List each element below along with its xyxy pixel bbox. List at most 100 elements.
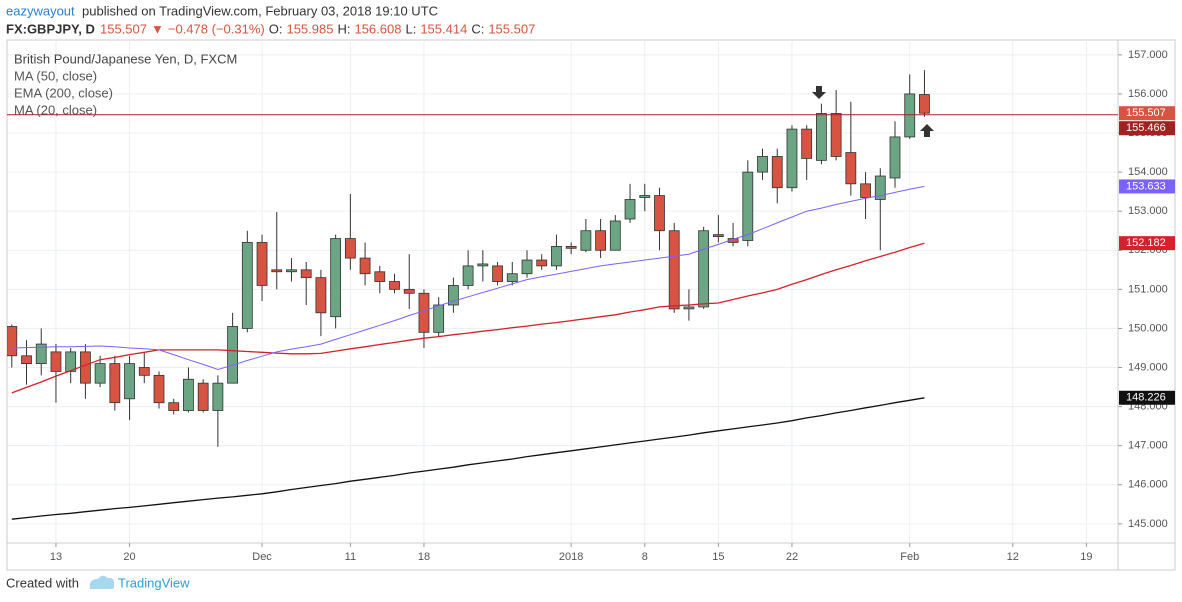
quote-text: L: (405, 21, 416, 36)
candle-body (639, 195, 651, 198)
price-label-bg (1119, 390, 1175, 405)
quote-text: 155.507 (488, 21, 535, 36)
candle-body (830, 113, 842, 157)
x-tick-label: 20 (123, 551, 135, 563)
candle-body (138, 367, 150, 376)
quote-text: 156.608 (354, 21, 401, 36)
candle-body (212, 382, 224, 411)
ma-line (11, 397, 925, 520)
price-label-bg (1119, 236, 1175, 251)
candle-body (197, 382, 209, 411)
candle-body (565, 245, 577, 249)
candle-body (374, 271, 386, 282)
price-label: 155.507 (1126, 107, 1166, 119)
candle-body (477, 263, 489, 267)
price-label-bg (1119, 106, 1175, 121)
candle-body (389, 281, 400, 290)
candle-body (227, 326, 239, 384)
candle-body (506, 273, 518, 282)
x-tick-label: 8 (642, 551, 648, 563)
quote-text: C: (471, 21, 484, 36)
candle-body (50, 351, 62, 372)
quote-text: 155.507 (100, 21, 147, 36)
y-tick-label: 154.000 (1128, 166, 1168, 178)
price-label: 148.226 (1126, 392, 1166, 404)
candle-body (315, 277, 327, 314)
candle-body (21, 355, 32, 365)
up-arrow (920, 124, 934, 137)
x-tick-label: Feb (900, 551, 919, 563)
candle-body (65, 351, 77, 372)
symbol: FX:GBPJPY, D (6, 21, 95, 36)
chart-title: British Pound/Japanese Yen, D, FXCM (14, 51, 237, 66)
candle-body (860, 183, 871, 198)
price-label-bg (1119, 179, 1175, 194)
y-tick-label: 153.000 (1128, 205, 1168, 217)
x-tick-label: 11 (345, 551, 356, 563)
price-label: 153.633 (1126, 180, 1166, 192)
candle-body (742, 171, 754, 241)
candle-body (595, 230, 606, 251)
quote-text: 155.414 (420, 21, 467, 36)
brand-logo (89, 575, 115, 589)
candle-body (536, 259, 548, 267)
chart-frame (6, 39, 1176, 571)
candle-body (256, 242, 268, 286)
candle-body (286, 269, 297, 273)
price-label: 152.182 (1126, 237, 1166, 249)
y-tick-label: 147.000 (1128, 440, 1168, 452)
quote-text: H: (337, 21, 350, 36)
down-arrow (812, 86, 826, 99)
footer-brand[interactable]: TradingView (118, 575, 190, 590)
candle-body (109, 363, 121, 404)
author: eazywayout (6, 3, 75, 18)
candle-body (771, 156, 783, 189)
quote-text: 155.985 (286, 21, 333, 36)
legend-entry: EMA (200, close) (14, 85, 113, 100)
candle-body (359, 257, 371, 275)
legend-entry: MA (20, close) (14, 102, 97, 117)
x-tick-label: 12 (1007, 551, 1019, 563)
y-tick-label: 145.000 (1128, 518, 1168, 530)
candle-body (153, 374, 165, 404)
candle-body (757, 156, 768, 173)
candle-body (183, 378, 194, 411)
x-tick-label: 22 (786, 551, 798, 563)
legend-entry: MA (50, close) (14, 68, 97, 83)
candle-body (698, 230, 710, 308)
candle-body (7, 326, 18, 357)
candle-body (904, 93, 916, 138)
candle-body (609, 220, 621, 251)
candle-body (94, 363, 106, 384)
candle-body (712, 234, 724, 237)
quote: 155.507 ▼ −0.478 (−0.31%) O: 155.985 H: 156.60… (100, 21, 535, 36)
candle-body (874, 175, 886, 200)
candle-body (845, 152, 857, 185)
price-label: 155.466 (1126, 122, 1166, 134)
candle-body (521, 259, 533, 275)
candle-body (889, 136, 901, 179)
candle-body (300, 269, 312, 279)
candle-body (35, 343, 47, 365)
candle-body (801, 128, 813, 159)
candle-body (919, 94, 930, 114)
x-tick-label: 18 (418, 551, 430, 563)
x-tick-label: 15 (712, 551, 724, 563)
candle-body (271, 269, 283, 273)
candle-body (330, 238, 342, 318)
candle-body (124, 363, 135, 400)
ma-line (11, 185, 925, 371)
candle-body (241, 242, 253, 329)
y-tick-label: 156.000 (1128, 88, 1168, 100)
candle-body (418, 292, 430, 333)
footer-text: Created with (6, 575, 79, 590)
candle-body (462, 265, 474, 286)
candle-body (344, 238, 356, 259)
y-tick-label: 146.000 (1128, 479, 1168, 491)
quote-text: ▼ (151, 21, 164, 36)
y-tick-label: 150.000 (1128, 322, 1168, 334)
candle-body (816, 113, 827, 161)
y-tick-label: 151.000 (1128, 283, 1168, 295)
candle-body (727, 238, 739, 243)
